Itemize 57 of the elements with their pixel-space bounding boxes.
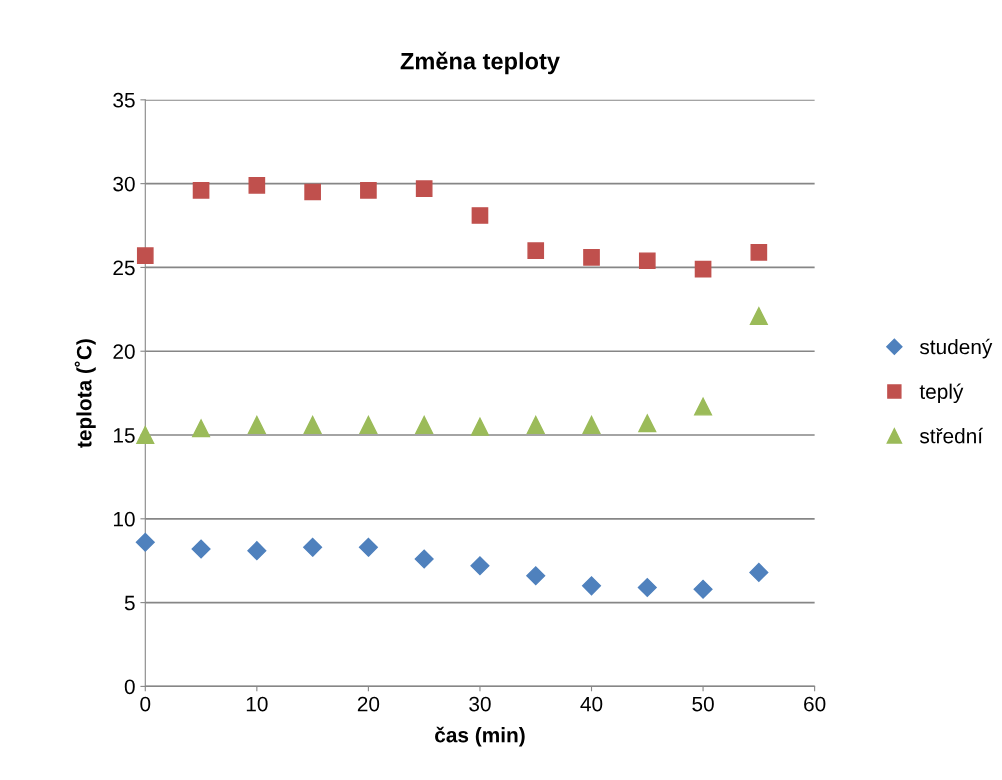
x-axis-title: čas (min)	[435, 726, 525, 747]
y-tick-label: 15	[113, 428, 135, 443]
x-tick-label: 30	[469, 696, 491, 712]
point	[415, 415, 434, 434]
y-tick-label: 20	[113, 344, 135, 359]
point	[527, 242, 545, 260]
x-tick-label: 40	[580, 696, 603, 712]
y-axis-title: teplota (˚C)	[74, 339, 96, 448]
point	[694, 397, 713, 416]
point	[136, 247, 154, 265]
point	[471, 207, 489, 224]
point	[526, 415, 545, 434]
x-tick-label: 50	[692, 696, 714, 712]
point	[192, 419, 211, 438]
point	[414, 549, 434, 569]
x-tick-label: 0	[140, 696, 151, 712]
point	[470, 556, 490, 576]
point	[638, 414, 657, 433]
x-tick-label: 10	[246, 696, 268, 712]
point	[359, 415, 378, 434]
point	[470, 417, 489, 436]
point	[191, 539, 211, 559]
point	[693, 579, 713, 599]
point	[303, 537, 323, 557]
point	[750, 244, 768, 261]
point	[637, 577, 657, 598]
point	[526, 566, 546, 586]
chart-title: Změna teploty	[400, 51, 560, 75]
point	[694, 260, 712, 278]
point	[749, 307, 768, 326]
y-tick-label: 25	[113, 260, 135, 276]
point	[303, 415, 322, 434]
point	[415, 180, 433, 197]
point	[247, 541, 267, 561]
y-tick-label: 5	[124, 595, 135, 611]
point	[638, 252, 656, 270]
x-tick-label: 20	[357, 696, 380, 712]
point	[581, 576, 602, 596]
point	[135, 532, 155, 552]
point	[136, 425, 155, 445]
point	[248, 176, 266, 194]
y-tick-label: 30	[113, 176, 135, 192]
point	[749, 562, 769, 582]
y-tick-label: 0	[124, 679, 135, 695]
point	[583, 249, 600, 266]
point	[358, 537, 378, 557]
point	[582, 415, 601, 434]
legend-label: studený	[919, 338, 993, 359]
point	[304, 183, 321, 201]
y-tick-label: 35	[113, 92, 135, 108]
point	[360, 182, 377, 199]
legend-label: teplý	[919, 383, 964, 404]
y-tick-label: 10	[113, 511, 135, 527]
legend-label: střední	[919, 427, 983, 444]
x-tick-label: 60	[804, 696, 826, 712]
point	[192, 182, 210, 199]
point	[247, 415, 266, 434]
